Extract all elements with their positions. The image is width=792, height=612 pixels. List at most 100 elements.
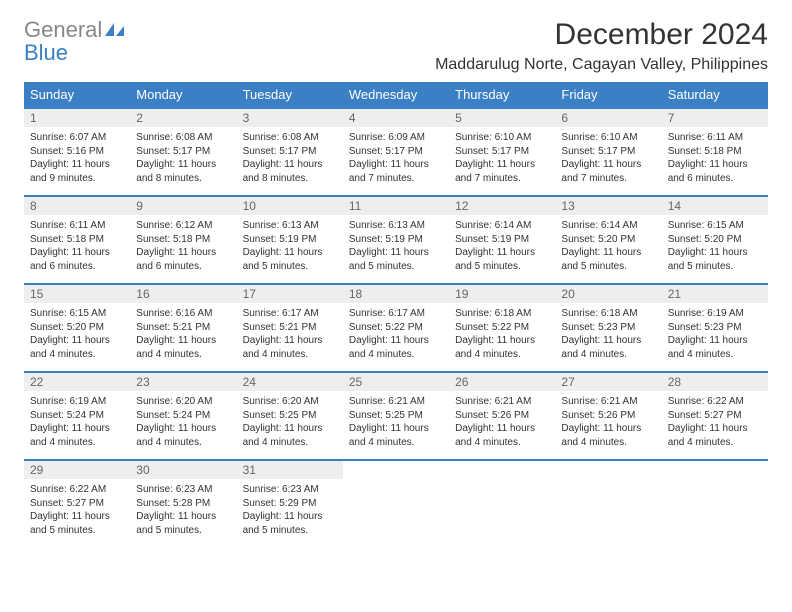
day-details: Sunrise: 6:15 AMSunset: 5:20 PMDaylight:…: [24, 303, 130, 365]
day-cell: 2Sunrise: 6:08 AMSunset: 5:17 PMDaylight…: [130, 108, 236, 196]
day-cell: 25Sunrise: 6:21 AMSunset: 5:25 PMDayligh…: [343, 372, 449, 460]
day-details: Sunrise: 6:19 AMSunset: 5:23 PMDaylight:…: [662, 303, 768, 365]
day-details: Sunrise: 6:08 AMSunset: 5:17 PMDaylight:…: [130, 127, 236, 189]
weekday-header: SundayMondayTuesdayWednesdayThursdayFrid…: [24, 82, 768, 108]
location: Maddarulug Norte, Cagayan Valley, Philip…: [435, 56, 768, 74]
day-cell: 30Sunrise: 6:23 AMSunset: 5:28 PMDayligh…: [130, 460, 236, 548]
day-number: 3: [237, 109, 343, 127]
weekday-col-4: Thursday: [449, 82, 555, 108]
title-block: December 2024 Maddarulug Norte, Cagayan …: [435, 18, 768, 74]
day-number: 13: [555, 197, 661, 215]
day-cell: 19Sunrise: 6:18 AMSunset: 5:22 PMDayligh…: [449, 284, 555, 372]
day-details: Sunrise: 6:11 AMSunset: 5:18 PMDaylight:…: [662, 127, 768, 189]
day-cell: 13Sunrise: 6:14 AMSunset: 5:20 PMDayligh…: [555, 196, 661, 284]
day-cell: 4Sunrise: 6:09 AMSunset: 5:17 PMDaylight…: [343, 108, 449, 196]
day-number: 30: [130, 461, 236, 479]
day-details: Sunrise: 6:14 AMSunset: 5:19 PMDaylight:…: [449, 215, 555, 277]
day-cell: [555, 460, 661, 548]
brand-part2: Blue: [24, 40, 68, 65]
day-details: Sunrise: 6:17 AMSunset: 5:21 PMDaylight:…: [237, 303, 343, 365]
weekday-col-5: Friday: [555, 82, 661, 108]
day-cell: 17Sunrise: 6:17 AMSunset: 5:21 PMDayligh…: [237, 284, 343, 372]
day-number: 18: [343, 285, 449, 303]
day-details: Sunrise: 6:20 AMSunset: 5:25 PMDaylight:…: [237, 391, 343, 453]
day-details: Sunrise: 6:21 AMSunset: 5:26 PMDaylight:…: [449, 391, 555, 453]
day-details: Sunrise: 6:12 AMSunset: 5:18 PMDaylight:…: [130, 215, 236, 277]
day-number: 15: [24, 285, 130, 303]
day-cell: 7Sunrise: 6:11 AMSunset: 5:18 PMDaylight…: [662, 108, 768, 196]
day-number: 11: [343, 197, 449, 215]
calendar-page: GeneralBlue December 2024 Maddarulug Nor…: [0, 0, 792, 566]
day-number: 6: [555, 109, 661, 127]
week-row: 15Sunrise: 6:15 AMSunset: 5:20 PMDayligh…: [24, 284, 768, 372]
weekday-col-2: Tuesday: [237, 82, 343, 108]
day-cell: 14Sunrise: 6:15 AMSunset: 5:20 PMDayligh…: [662, 196, 768, 284]
day-cell: 15Sunrise: 6:15 AMSunset: 5:20 PMDayligh…: [24, 284, 130, 372]
day-cell: 18Sunrise: 6:17 AMSunset: 5:22 PMDayligh…: [343, 284, 449, 372]
day-details: Sunrise: 6:13 AMSunset: 5:19 PMDaylight:…: [343, 215, 449, 277]
sail-icon: [104, 18, 126, 34]
day-number: 12: [449, 197, 555, 215]
day-cell: 5Sunrise: 6:10 AMSunset: 5:17 PMDaylight…: [449, 108, 555, 196]
day-number: 23: [130, 373, 236, 391]
day-cell: 1Sunrise: 6:07 AMSunset: 5:16 PMDaylight…: [24, 108, 130, 196]
day-details: Sunrise: 6:10 AMSunset: 5:17 PMDaylight:…: [555, 127, 661, 189]
day-number: 17: [237, 285, 343, 303]
day-cell: 16Sunrise: 6:16 AMSunset: 5:21 PMDayligh…: [130, 284, 236, 372]
day-details: Sunrise: 6:20 AMSunset: 5:24 PMDaylight:…: [130, 391, 236, 453]
day-cell: 21Sunrise: 6:19 AMSunset: 5:23 PMDayligh…: [662, 284, 768, 372]
day-details: Sunrise: 6:21 AMSunset: 5:26 PMDaylight:…: [555, 391, 661, 453]
header: GeneralBlue December 2024 Maddarulug Nor…: [24, 18, 768, 74]
day-details: Sunrise: 6:18 AMSunset: 5:22 PMDaylight:…: [449, 303, 555, 365]
day-details: Sunrise: 6:23 AMSunset: 5:29 PMDaylight:…: [237, 479, 343, 541]
day-cell: 24Sunrise: 6:20 AMSunset: 5:25 PMDayligh…: [237, 372, 343, 460]
day-details: Sunrise: 6:11 AMSunset: 5:18 PMDaylight:…: [24, 215, 130, 277]
day-cell: [343, 460, 449, 548]
day-cell: 20Sunrise: 6:18 AMSunset: 5:23 PMDayligh…: [555, 284, 661, 372]
day-cell: 10Sunrise: 6:13 AMSunset: 5:19 PMDayligh…: [237, 196, 343, 284]
day-details: Sunrise: 6:19 AMSunset: 5:24 PMDaylight:…: [24, 391, 130, 453]
day-cell: 3Sunrise: 6:08 AMSunset: 5:17 PMDaylight…: [237, 108, 343, 196]
day-number: 29: [24, 461, 130, 479]
day-details: Sunrise: 6:16 AMSunset: 5:21 PMDaylight:…: [130, 303, 236, 365]
weekday-col-6: Saturday: [662, 82, 768, 108]
day-number: 5: [449, 109, 555, 127]
day-cell: 12Sunrise: 6:14 AMSunset: 5:19 PMDayligh…: [449, 196, 555, 284]
day-cell: [662, 460, 768, 548]
day-cell: 23Sunrise: 6:20 AMSunset: 5:24 PMDayligh…: [130, 372, 236, 460]
day-cell: 31Sunrise: 6:23 AMSunset: 5:29 PMDayligh…: [237, 460, 343, 548]
day-details: Sunrise: 6:08 AMSunset: 5:17 PMDaylight:…: [237, 127, 343, 189]
day-details: Sunrise: 6:10 AMSunset: 5:17 PMDaylight:…: [449, 127, 555, 189]
week-row: 29Sunrise: 6:22 AMSunset: 5:27 PMDayligh…: [24, 460, 768, 548]
week-row: 22Sunrise: 6:19 AMSunset: 5:24 PMDayligh…: [24, 372, 768, 460]
day-number: 19: [449, 285, 555, 303]
day-cell: 27Sunrise: 6:21 AMSunset: 5:26 PMDayligh…: [555, 372, 661, 460]
day-details: Sunrise: 6:21 AMSunset: 5:25 PMDaylight:…: [343, 391, 449, 453]
day-cell: 6Sunrise: 6:10 AMSunset: 5:17 PMDaylight…: [555, 108, 661, 196]
day-details: Sunrise: 6:18 AMSunset: 5:23 PMDaylight:…: [555, 303, 661, 365]
day-cell: 22Sunrise: 6:19 AMSunset: 5:24 PMDayligh…: [24, 372, 130, 460]
day-number: 31: [237, 461, 343, 479]
day-number: 4: [343, 109, 449, 127]
day-number: 14: [662, 197, 768, 215]
day-number: 22: [24, 373, 130, 391]
day-details: Sunrise: 6:13 AMSunset: 5:19 PMDaylight:…: [237, 215, 343, 277]
day-cell: 11Sunrise: 6:13 AMSunset: 5:19 PMDayligh…: [343, 196, 449, 284]
brand-part1: General: [24, 17, 102, 42]
day-cell: 29Sunrise: 6:22 AMSunset: 5:27 PMDayligh…: [24, 460, 130, 548]
week-row: 8Sunrise: 6:11 AMSunset: 5:18 PMDaylight…: [24, 196, 768, 284]
day-number: 26: [449, 373, 555, 391]
day-number: 9: [130, 197, 236, 215]
day-cell: [449, 460, 555, 548]
calendar-grid: SundayMondayTuesdayWednesdayThursdayFrid…: [24, 82, 768, 548]
day-number: 16: [130, 285, 236, 303]
day-details: Sunrise: 6:22 AMSunset: 5:27 PMDaylight:…: [24, 479, 130, 541]
day-cell: 9Sunrise: 6:12 AMSunset: 5:18 PMDaylight…: [130, 196, 236, 284]
calendar-body: 1Sunrise: 6:07 AMSunset: 5:16 PMDaylight…: [24, 108, 768, 548]
day-number: 7: [662, 109, 768, 127]
day-number: 21: [662, 285, 768, 303]
day-details: Sunrise: 6:09 AMSunset: 5:17 PMDaylight:…: [343, 127, 449, 189]
day-details: Sunrise: 6:22 AMSunset: 5:27 PMDaylight:…: [662, 391, 768, 453]
weekday-col-3: Wednesday: [343, 82, 449, 108]
day-number: 8: [24, 197, 130, 215]
